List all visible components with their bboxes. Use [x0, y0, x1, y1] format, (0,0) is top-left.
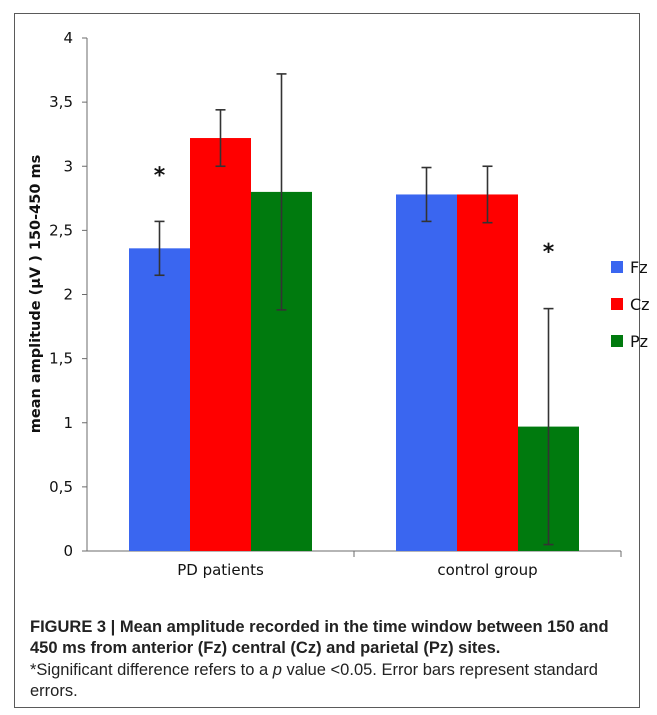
legend-label-fz: Fz — [630, 258, 648, 277]
y-tick-label: 1 — [63, 414, 73, 432]
bar-cz — [457, 194, 518, 551]
y-tick-label: 0 — [63, 542, 73, 560]
bar-cz — [190, 138, 251, 551]
caption-note: *Significant difference refers to a p va… — [30, 660, 640, 702]
legend-swatch-fz — [611, 261, 623, 273]
y-tick-label: 4 — [63, 29, 73, 47]
bars — [129, 138, 579, 551]
x-tick-label: control group — [437, 561, 537, 579]
y-tick-label: 3 — [63, 157, 73, 175]
significance-star: * — [543, 240, 555, 265]
significance-markers: ** — [154, 163, 555, 265]
figure-frame — [14, 13, 640, 708]
y-tick-label: 2 — [63, 286, 73, 304]
legend-swatch-cz — [611, 298, 623, 310]
y-tick-label: 3,5 — [49, 93, 73, 111]
caption-note-suffix: value <0.05. Error bars represent standa… — [30, 661, 598, 700]
y-axis-label: mean amplitude (µV ) 150-450 ms — [28, 155, 44, 433]
bar-fz — [396, 194, 457, 551]
legend-swatch-pz — [611, 335, 623, 347]
y-tick-label: 1,5 — [49, 350, 73, 368]
caption-note-prefix: *Significant difference refers to a — [30, 661, 273, 679]
error-bars — [154, 73, 554, 546]
legend: Fz Cz Pz — [611, 258, 650, 351]
bar-chart: mean amplitude (µV ) 150-450 ms 0 0,5 1 1,5… — [28, 29, 650, 579]
x-tick-label: PD patients — [177, 561, 264, 579]
legend-label-pz: Pz — [630, 332, 648, 351]
figure-caption: FIGURE 3 | Mean amplitude recorded in th… — [30, 617, 640, 702]
y-tick-label: 0,5 — [49, 478, 73, 496]
bar-fz — [129, 248, 190, 551]
y-tick-label: 2,5 — [49, 221, 73, 239]
caption-note-italic: p — [272, 661, 282, 679]
significance-star: * — [154, 163, 166, 188]
legend-label-cz: Cz — [630, 295, 650, 314]
caption-title: FIGURE 3 | Mean amplitude recorded in th… — [30, 618, 609, 657]
